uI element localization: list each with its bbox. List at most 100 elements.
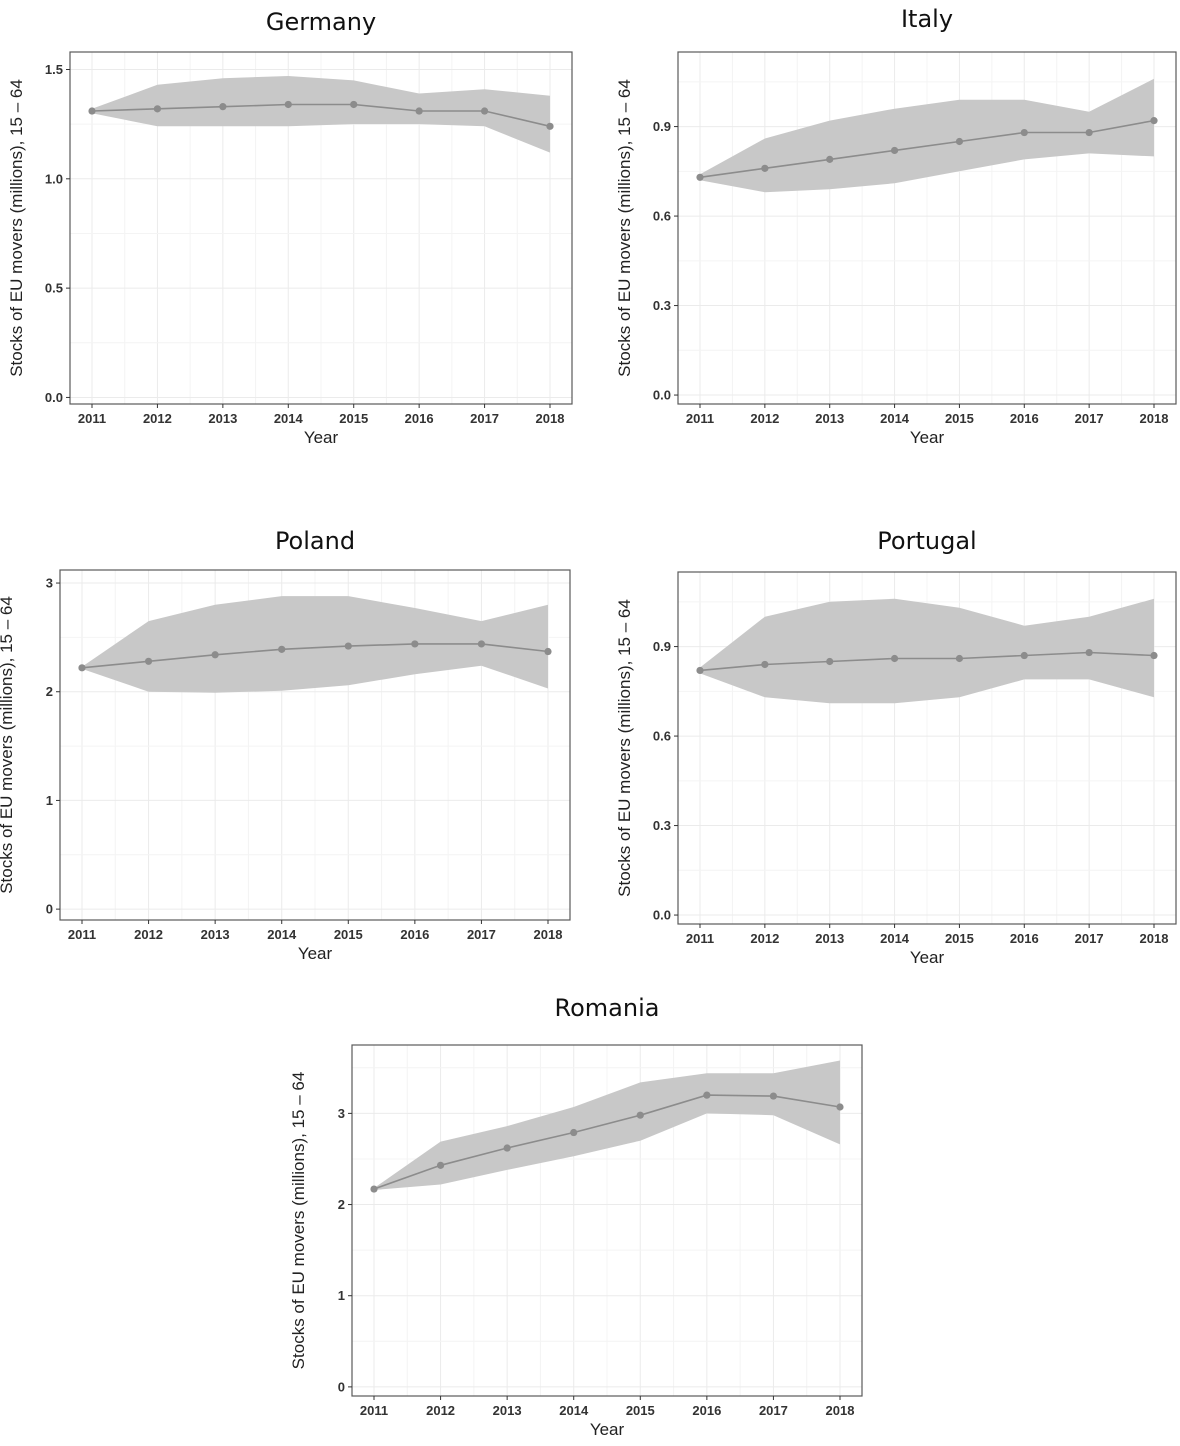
y-tick-label: 0.5 — [45, 281, 63, 296]
x-axis-label: Year — [910, 428, 945, 447]
x-tick-label: 2017 — [467, 927, 496, 942]
y-tick-label: 0.9 — [653, 639, 671, 654]
y-tick-label: 1 — [338, 1288, 345, 1303]
confidence-band — [92, 76, 550, 153]
x-tick-label: 2012 — [134, 927, 163, 942]
x-axis-label: Year — [298, 944, 333, 963]
x-tick-label: 2017 — [1075, 411, 1104, 426]
data-point — [144, 657, 153, 665]
data-point — [769, 1092, 778, 1100]
x-axis-label: Year — [304, 428, 339, 447]
x-tick-label: 2015 — [339, 411, 368, 426]
data-point — [219, 103, 227, 111]
x-tick-label: 2011 — [78, 411, 106, 426]
x-tick-label: 2013 — [815, 411, 844, 426]
x-tick-label: 2012 — [750, 411, 779, 426]
data-point — [350, 100, 358, 109]
x-tick-label: 2018 — [1140, 931, 1169, 946]
data-point — [153, 105, 162, 113]
x-tick-label: 2017 — [759, 1403, 788, 1418]
data-point — [1085, 648, 1093, 657]
plot-border — [351, 1044, 863, 1397]
data-point — [415, 107, 423, 115]
x-tick-label: 2014 — [559, 1403, 589, 1418]
y-axis-label: Stocks of EU movers (millions), 15 – 64 — [615, 79, 634, 377]
chart-title: Poland — [275, 527, 355, 555]
data-point — [1020, 651, 1028, 660]
chart-panel: Portugal 0.0 0.3 0.6 0.9 2011 2012 2013 2014 2015… — [615, 527, 1177, 967]
data-point — [1085, 128, 1093, 137]
y-tick-label: 0 — [338, 1379, 345, 1394]
plot-border — [59, 569, 571, 921]
data-point — [761, 660, 769, 669]
series-line — [699, 651, 1155, 672]
x-tick-label: 2016 — [1010, 931, 1039, 946]
x-tick-label: 2016 — [1010, 411, 1039, 426]
x-tick-label: 2011 — [360, 1403, 388, 1418]
x-tick-label: 2015 — [334, 927, 363, 942]
data-point — [570, 1128, 578, 1137]
series-line — [699, 119, 1155, 179]
data-point — [1020, 128, 1028, 137]
series-line — [373, 1094, 841, 1190]
data-point — [480, 107, 489, 115]
data-point — [284, 100, 292, 109]
data-point — [503, 1144, 511, 1152]
y-tick-label: 0.3 — [653, 818, 671, 833]
data-point — [546, 122, 554, 130]
data-point — [544, 647, 552, 656]
chart-title: Portugal — [877, 527, 976, 555]
data-point — [696, 173, 704, 181]
y-tick-label: 2 — [338, 1197, 345, 1212]
x-tick-label: 2012 — [750, 931, 779, 946]
plot-border — [677, 51, 1177, 405]
plot-border — [677, 571, 1177, 925]
x-tick-label: 2018 — [1140, 411, 1169, 426]
y-axis-label: Stocks of EU movers (millions), 15 – 64 — [289, 1072, 308, 1370]
x-tick-label: 2013 — [815, 931, 844, 946]
x-tick-label: 2015 — [626, 1403, 655, 1418]
x-tick-label: 2015 — [945, 411, 974, 426]
data-point — [1150, 117, 1158, 125]
y-tick-label: 0.6 — [653, 209, 671, 224]
x-tick-label: 2015 — [945, 931, 974, 946]
x-tick-label: 2016 — [400, 927, 429, 942]
confidence-band — [700, 78, 1154, 193]
data-point — [890, 654, 899, 663]
y-tick-label: 0.0 — [45, 390, 63, 405]
x-tick-label: 2016 — [692, 1403, 721, 1418]
y-tick-label: 0.6 — [653, 729, 671, 744]
data-point — [411, 640, 419, 648]
y-tick-label: 0.3 — [653, 298, 671, 313]
x-tick-label: 2012 — [426, 1403, 455, 1418]
y-tick-label: 0.0 — [653, 388, 671, 403]
x-axis-label: Year — [590, 1420, 625, 1439]
x-tick-label: 2011 — [686, 931, 714, 946]
x-tick-label: 2013 — [493, 1403, 522, 1418]
data-point — [955, 137, 964, 146]
y-tick-label: 0.9 — [653, 119, 671, 134]
data-point — [1150, 651, 1158, 660]
y-axis-label: Stocks of EU movers (millions), 15 – 64 — [0, 596, 16, 894]
chart-title: Romania — [555, 994, 660, 1022]
data-point — [826, 657, 834, 666]
x-tick-label: 2017 — [1075, 931, 1104, 946]
y-axis-label: Stocks of EU movers (millions), 15 – 64 — [615, 599, 634, 897]
data-point — [826, 155, 834, 163]
x-tick-label: 2012 — [143, 411, 172, 426]
x-tick-label: 2014 — [274, 411, 304, 426]
x-tick-label: 2013 — [201, 927, 230, 942]
data-point — [636, 1111, 644, 1119]
data-point — [78, 664, 86, 672]
chart-title: Germany — [266, 8, 376, 36]
chart-panel: Poland 0 1 2 3 2011 2012 2013 2014 2015 2016 2017 20… — [0, 527, 571, 963]
data-point — [370, 1185, 378, 1193]
chart-title: Italy — [901, 5, 953, 33]
y-tick-label: 1.5 — [45, 62, 63, 77]
x-tick-label: 2013 — [208, 411, 237, 426]
data-point — [890, 146, 899, 155]
chart-panel: Italy 0.0 0.3 0.6 0.9 2011 2012 2013 2014 2015 201… — [615, 5, 1177, 447]
data-point — [836, 1103, 844, 1111]
data-point — [703, 1091, 711, 1099]
